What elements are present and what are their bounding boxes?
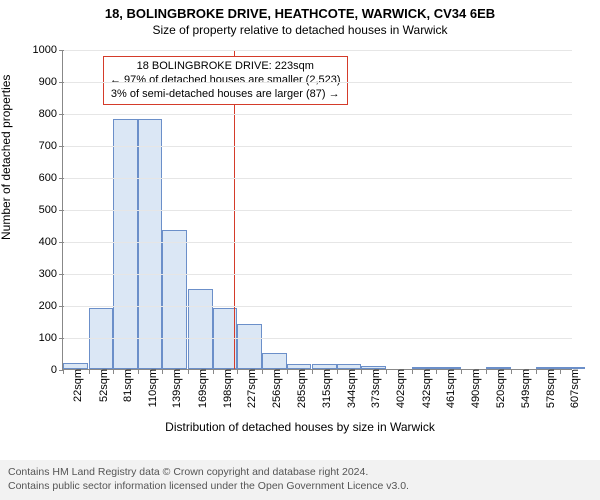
chart-container: Number of detached properties 18 BOLINGB…	[0, 40, 600, 440]
x-tick-label: 373sqm	[364, 369, 382, 408]
histogram-bar	[237, 324, 262, 369]
x-tick-label: 344sqm	[340, 369, 358, 408]
y-tick-label: 100	[39, 332, 63, 344]
histogram-bar	[262, 353, 287, 369]
histogram-bar	[113, 119, 138, 369]
x-tick-label: 52sqm	[92, 369, 110, 402]
y-tick-label: 400	[39, 236, 63, 248]
y-tick-label: 300	[39, 268, 63, 280]
page-title: 18, BOLINGBROKE DRIVE, HEATHCOTE, WARWIC…	[0, 6, 600, 21]
y-tick-label: 900	[39, 76, 63, 88]
y-tick-label: 500	[39, 204, 63, 216]
x-tick-label: 607sqm	[563, 369, 581, 408]
x-tick-label: 578sqm	[539, 369, 557, 408]
x-tick-label: 256sqm	[265, 369, 283, 408]
y-tick-label: 200	[39, 300, 63, 312]
x-tick-label: 81sqm	[116, 369, 134, 402]
footer: Contains HM Land Registry data © Crown c…	[0, 460, 600, 500]
x-tick-label: 169sqm	[191, 369, 209, 408]
x-tick-label: 227sqm	[240, 369, 258, 408]
x-tick-label: 139sqm	[165, 369, 183, 408]
annotation-line: 3% of semi-detached houses are larger (8…	[110, 88, 341, 102]
plot-area: 18 BOLINGBROKE DRIVE: 223sqm ← 97% of de…	[62, 50, 572, 370]
x-tick-label: 198sqm	[216, 369, 234, 408]
y-tick-label: 0	[51, 364, 63, 376]
histogram-bar	[138, 119, 163, 369]
page-subtitle: Size of property relative to detached ho…	[0, 23, 600, 37]
footer-line: Contains HM Land Registry data © Crown c…	[8, 465, 592, 479]
y-tick-label: 600	[39, 172, 63, 184]
y-tick-label: 800	[39, 108, 63, 120]
annotation-box: 18 BOLINGBROKE DRIVE: 223sqm ← 97% of de…	[103, 56, 348, 105]
x-tick-label: 549sqm	[514, 369, 532, 408]
x-tick-label: 315sqm	[315, 369, 333, 408]
annotation-line: ← 97% of detached houses are smaller (2,…	[110, 74, 341, 88]
histogram-bar	[162, 230, 187, 369]
x-tick-label: 402sqm	[389, 369, 407, 408]
x-tick-label: 22sqm	[66, 369, 84, 402]
histogram-bar	[188, 289, 213, 369]
y-tick-label: 700	[39, 140, 63, 152]
x-tick-label: 432sqm	[415, 369, 433, 408]
x-tick-label: 285sqm	[290, 369, 308, 408]
x-axis-label: Distribution of detached houses by size …	[0, 420, 600, 434]
x-tick-label: 490sqm	[464, 369, 482, 408]
x-tick-label: 110sqm	[141, 369, 159, 407]
x-tick-label: 520sqm	[489, 369, 507, 408]
y-tick-label: 1000	[33, 44, 63, 56]
footer-line: Contains public sector information licen…	[8, 479, 592, 493]
x-tick-label: 461sqm	[439, 369, 457, 408]
y-axis-label: Number of detached properties	[0, 75, 13, 240]
annotation-line: 18 BOLINGBROKE DRIVE: 223sqm	[110, 60, 341, 74]
